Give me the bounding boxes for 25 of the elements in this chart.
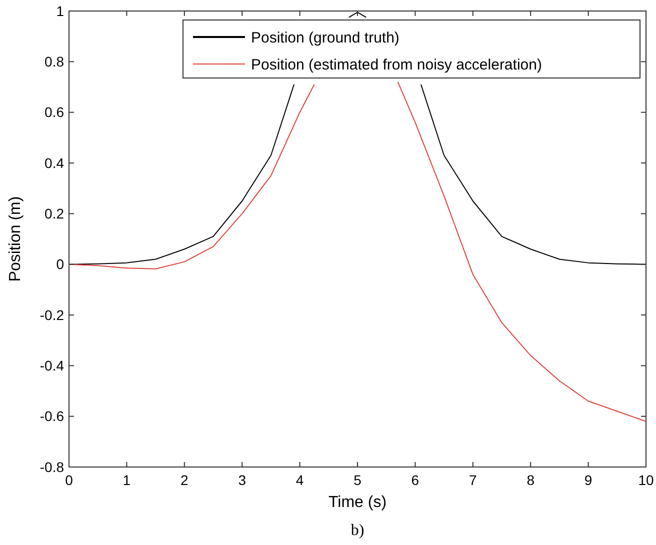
y-tick-label: 1 [56, 2, 64, 19]
y-tick-label: 0.8 [44, 54, 64, 70]
y-tick-label: 0 [56, 256, 64, 272]
x-tick-label: 10 [638, 472, 654, 488]
x-tick-label: 1 [122, 472, 131, 488]
x-tick-label: 4 [296, 472, 304, 488]
x-tick-label: 8 [526, 472, 535, 488]
y-axis-title: Position (m) [7, 196, 24, 282]
x-axis-title: Time (s) [328, 494, 387, 511]
y-tick-label: -0.2 [40, 306, 64, 323]
y-tick-label: 0.4 [44, 154, 64, 171]
y-tick-label: 0.6 [44, 104, 64, 120]
x-tick-label: 3 [238, 472, 246, 488]
y-tick-label: -0.8 [40, 458, 64, 475]
x-tick-label: 7 [469, 472, 477, 488]
y-tick-label: -0.4 [40, 358, 64, 374]
y-tick-label: -0.6 [40, 408, 64, 424]
x-tick-label: 9 [584, 472, 592, 488]
x-tick-label: 5 [354, 472, 362, 488]
x-tick-label: 6 [411, 472, 420, 488]
y-tick-label: 0.2 [44, 206, 64, 222]
text: b) [350, 522, 364, 539]
legend-label: Position (estimated from noisy acceleration) [251, 56, 542, 74]
x-tick-label: 2 [180, 472, 188, 488]
legend-label: Position (ground truth) [251, 29, 400, 46]
